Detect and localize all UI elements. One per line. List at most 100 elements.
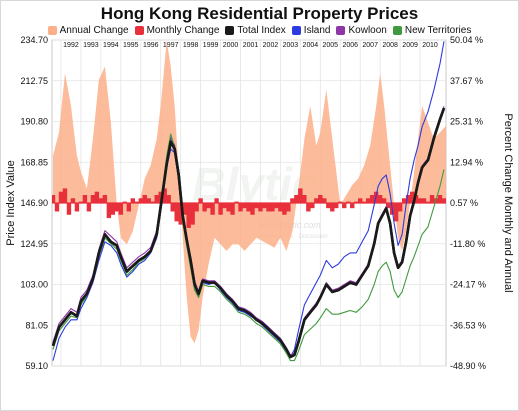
y-right-tick-label: 12.94 % <box>450 157 483 167</box>
y-left-tick-label: 103.00 <box>20 280 48 290</box>
legend-item-total-index[interactable]: Total Index <box>225 22 286 38</box>
series-monthly-change-bar <box>334 203 339 209</box>
y-right-tick-label: 25.31 % <box>450 117 483 127</box>
series-monthly-change-bar <box>150 201 155 203</box>
series-monthly-change-bar <box>70 198 76 203</box>
legend-item-island[interactable]: Island <box>291 22 331 38</box>
y-right-axis-title: Percent Change Monthly and Annual <box>502 113 514 292</box>
series-monthly-change-bar <box>254 203 259 209</box>
series-monthly-change-bar <box>90 194 96 203</box>
x-tick-label-2003: 2003 <box>283 42 299 49</box>
legend-item-new-territories[interactable]: New Territories <box>392 22 472 38</box>
y-left-tick-label: 234.70 <box>20 35 48 45</box>
series-monthly-change-bar <box>330 203 335 212</box>
series-monthly-change-bar <box>198 198 203 203</box>
series-monthly-change-bar <box>210 203 215 215</box>
series-monthly-change-bar <box>54 203 60 212</box>
series-monthly-change-bar <box>322 198 327 203</box>
series-monthly-change-bar <box>417 198 423 203</box>
series-monthly-change-bar <box>441 198 446 203</box>
series-monthly-change-bar <box>294 194 299 203</box>
series-monthly-change-bar <box>234 201 239 203</box>
series-monthly-change-bar <box>270 203 275 212</box>
legend-swatch <box>225 25 235 35</box>
series-monthly-change-bar <box>186 203 191 228</box>
series-monthly-change-bar <box>98 198 104 203</box>
legend-swatch <box>134 25 144 35</box>
legend-swatch <box>336 25 346 35</box>
y-left-tick-label: 190.80 <box>20 117 48 127</box>
x-tick-label-2009: 2009 <box>402 42 418 49</box>
chart-title: Hong Kong Residential Property Prices <box>100 4 419 23</box>
series-monthly-change-bar <box>178 203 183 225</box>
y-left-tick-label: 168.85 <box>20 157 48 167</box>
series-monthly-change-bar <box>230 203 235 215</box>
legend-label: Total Index <box>237 24 286 36</box>
y-right-tick-label: -36.53 % <box>450 320 486 330</box>
series-monthly-change-bar <box>342 203 347 209</box>
y-right-tick-label: 50.04 % <box>450 35 483 45</box>
y-left-tick-label: 59.10 <box>25 361 48 371</box>
series-monthly-change-bar <box>385 203 391 209</box>
series-monthly-change-bar <box>421 198 427 203</box>
legend-label: Kowloon <box>348 24 387 36</box>
series-monthly-change-bar <box>401 198 407 203</box>
series-monthly-change-bar <box>190 203 195 225</box>
series-monthly-change-bar <box>94 191 100 203</box>
series-monthly-change-bar <box>86 203 92 212</box>
series-monthly-change-bar <box>409 191 415 203</box>
series-monthly-change-bar <box>266 203 271 212</box>
x-tick-label-2005: 2005 <box>323 42 339 49</box>
x-tick-label-1998: 1998 <box>183 42 199 49</box>
legend-item-monthly-change[interactable]: Monthly Change <box>134 22 219 38</box>
series-monthly-change-bar <box>274 203 279 209</box>
series-monthly-change-bar <box>126 203 132 212</box>
series-monthly-change-bar <box>377 194 383 203</box>
x-tick-label-2002: 2002 <box>263 42 279 49</box>
series-monthly-change-bar <box>318 194 323 203</box>
y-left-axis-title: Price Index Value <box>5 160 17 245</box>
legend-item-kowloon[interactable]: Kowloon <box>336 22 387 38</box>
legend: Annual Change Monthly Change Total Index Is… <box>0 22 519 38</box>
x-tick-label-1994: 1994 <box>103 42 119 49</box>
series-monthly-change-bar <box>250 203 255 215</box>
series-monthly-change-bar <box>262 203 267 209</box>
series-monthly-change-bar <box>134 201 139 203</box>
series-monthly-change-bar <box>314 198 319 203</box>
y-right-tick-label: -48.90 % <box>450 361 486 371</box>
series-monthly-change-bar <box>166 194 171 203</box>
x-tick-label-2010: 2010 <box>422 42 438 49</box>
series-monthly-change-bar <box>282 203 287 215</box>
series-monthly-change-bar <box>162 188 167 203</box>
x-tick-label-2004: 2004 <box>303 42 319 49</box>
legend-label: New Territories <box>404 24 472 36</box>
series-monthly-change-bar <box>214 198 219 203</box>
legend-swatch <box>291 25 301 35</box>
series-monthly-change-bar <box>405 194 411 203</box>
series-monthly-change-bar <box>413 194 419 203</box>
series-monthly-change-bar <box>437 194 443 203</box>
series-monthly-change-bar <box>278 203 283 212</box>
series-monthly-change-bar <box>142 194 147 203</box>
series-monthly-change-bar <box>365 198 371 203</box>
series-monthly-change-bar <box>170 203 175 212</box>
series-monthly-change-bar <box>258 203 263 212</box>
x-tick-label-1992: 1992 <box>63 42 79 49</box>
series-monthly-change-bar <box>52 194 56 203</box>
series-monthly-change-bar <box>381 198 387 203</box>
series-monthly-change-bar <box>146 198 151 203</box>
y-left-tick-label: 212.75 <box>20 76 48 86</box>
x-tick-label-1997: 1997 <box>163 42 179 49</box>
series-monthly-change-bar <box>350 203 355 209</box>
series-monthly-change-bar <box>358 198 363 203</box>
series-monthly-change-bar <box>393 203 399 222</box>
series-new-territories-line <box>52 133 445 362</box>
legend-item-annual-change[interactable]: Annual Change <box>47 22 129 38</box>
legend-swatch <box>47 25 57 35</box>
series-monthly-change-bar <box>194 203 199 212</box>
legend-label: Island <box>303 24 331 36</box>
series-monthly-change-bar <box>238 203 243 212</box>
series-group <box>52 40 446 362</box>
series-monthly-change-bar <box>62 188 68 203</box>
